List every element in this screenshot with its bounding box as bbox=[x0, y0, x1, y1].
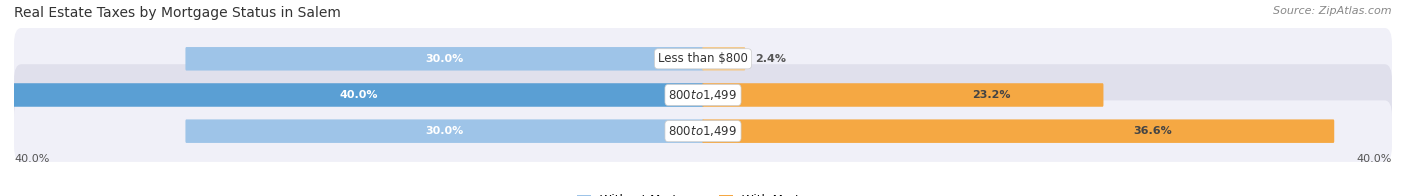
Text: 40.0%: 40.0% bbox=[1357, 154, 1392, 164]
FancyBboxPatch shape bbox=[14, 64, 1392, 126]
FancyBboxPatch shape bbox=[14, 28, 1392, 90]
Text: Less than $800: Less than $800 bbox=[658, 52, 748, 65]
Text: 2.4%: 2.4% bbox=[755, 54, 786, 64]
Text: $800 to $1,499: $800 to $1,499 bbox=[668, 88, 738, 102]
Text: 36.6%: 36.6% bbox=[1133, 126, 1173, 136]
Text: 23.2%: 23.2% bbox=[972, 90, 1011, 100]
FancyBboxPatch shape bbox=[702, 83, 1104, 107]
Text: 30.0%: 30.0% bbox=[426, 126, 464, 136]
Text: Source: ZipAtlas.com: Source: ZipAtlas.com bbox=[1274, 6, 1392, 16]
Text: 40.0%: 40.0% bbox=[339, 90, 378, 100]
FancyBboxPatch shape bbox=[702, 47, 745, 71]
FancyBboxPatch shape bbox=[186, 119, 704, 143]
FancyBboxPatch shape bbox=[702, 119, 1334, 143]
Text: 30.0%: 30.0% bbox=[426, 54, 464, 64]
FancyBboxPatch shape bbox=[14, 100, 1392, 162]
Text: $800 to $1,499: $800 to $1,499 bbox=[668, 124, 738, 138]
FancyBboxPatch shape bbox=[186, 47, 704, 71]
Text: Real Estate Taxes by Mortgage Status in Salem: Real Estate Taxes by Mortgage Status in … bbox=[14, 6, 340, 20]
FancyBboxPatch shape bbox=[13, 83, 704, 107]
Text: 40.0%: 40.0% bbox=[14, 154, 49, 164]
Legend: Without Mortgage, With Mortgage: Without Mortgage, With Mortgage bbox=[572, 189, 834, 196]
